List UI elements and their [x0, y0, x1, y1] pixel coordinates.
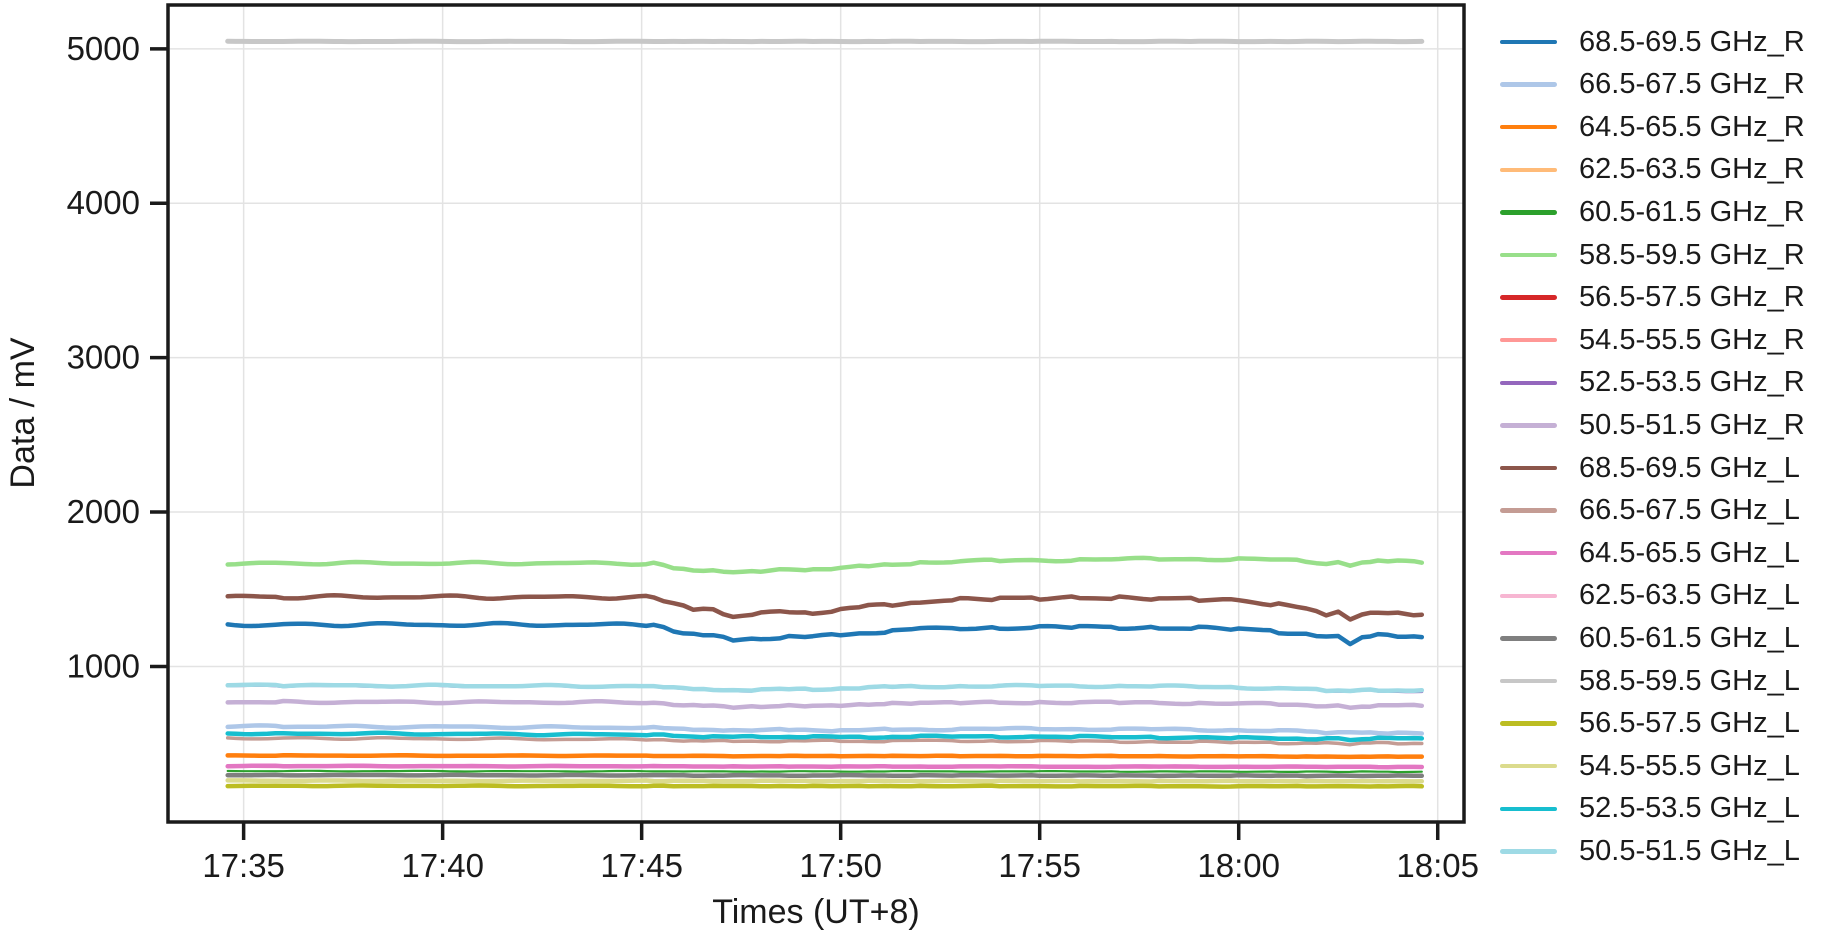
legend-line-swatch	[1500, 423, 1557, 428]
legend-entry-56.5-57.5-GHz_R: 56.5-57.5 GHz_R	[1496, 276, 1805, 319]
legend-label: 64.5-65.5 GHz_R	[1579, 110, 1805, 143]
legend-label: 54.5-55.5 GHz_R	[1579, 323, 1805, 356]
x-tick-label: 17:35	[202, 847, 285, 884]
legend-entry-52.5-53.5-GHz_R: 52.5-53.5 GHz_R	[1496, 361, 1805, 404]
legend-entry-68.5-69.5-GHz_R: 68.5-69.5 GHz_R	[1496, 21, 1805, 64]
legend-entry-52.5-53.5-GHz_L: 52.5-53.5 GHz_L	[1496, 787, 1800, 830]
legend-entry-50.5-51.5-GHz_R: 50.5-51.5 GHz_R	[1496, 404, 1805, 447]
legend-line-swatch	[1500, 295, 1557, 300]
legend-line-swatch	[1500, 465, 1557, 471]
legend-label: 60.5-61.5 GHz_R	[1579, 195, 1805, 228]
series-line-68.5-69.5-GHz_L	[225, 593, 1425, 622]
legend-line-swatch	[1500, 849, 1557, 854]
series-line-58.5-59.5-GHz_R	[225, 555, 1425, 575]
legend-label: 66.5-67.5 GHz_L	[1579, 494, 1800, 527]
legend-line-swatch	[1500, 380, 1557, 386]
legend-line-swatch	[1500, 167, 1557, 173]
legend-label: 52.5-53.5 GHz_L	[1579, 792, 1800, 825]
x-tick-label: 17:45	[600, 847, 683, 884]
legend-label: 68.5-69.5 GHz_R	[1579, 25, 1805, 58]
legend-label: 66.5-67.5 GHz_R	[1579, 68, 1805, 101]
legend-label: 58.5-59.5 GHz_R	[1579, 238, 1805, 271]
legend-label: 58.5-59.5 GHz_L	[1579, 664, 1800, 697]
x-tick-label: 18:05	[1396, 847, 1479, 884]
x-tick-label: 18:00	[1197, 847, 1280, 884]
series-line-54.5-55.5-GHz_L	[225, 778, 1425, 784]
x-tick-label: 17:50	[799, 847, 882, 884]
legend-entry-58.5-59.5-GHz_R: 58.5-59.5 GHz_R	[1496, 234, 1805, 277]
y-tick-label: 2000	[67, 493, 140, 530]
series-line-56.5-57.5-GHz_L	[225, 783, 1425, 789]
legend-entry-66.5-67.5-GHz_L: 66.5-67.5 GHz_L	[1496, 489, 1800, 532]
legend-entry-64.5-65.5-GHz_L: 64.5-65.5 GHz_L	[1496, 532, 1800, 575]
legend-entry-60.5-61.5-GHz_L: 60.5-61.5 GHz_L	[1496, 617, 1800, 660]
legend-label: 60.5-61.5 GHz_L	[1579, 621, 1800, 654]
legend-entry-54.5-55.5-GHz_L: 54.5-55.5 GHz_L	[1496, 745, 1800, 788]
series-layer	[225, 38, 1425, 789]
legend-entry-56.5-57.5-GHz_L: 56.5-57.5 GHz_L	[1496, 702, 1800, 745]
legend-line-swatch	[1500, 636, 1557, 641]
grid-layer	[168, 5, 1464, 822]
legend-label: 68.5-69.5 GHz_L	[1579, 451, 1800, 484]
series-line-50.5-51.5-GHz_R	[225, 698, 1425, 710]
legend-label: 56.5-57.5 GHz_L	[1579, 707, 1800, 740]
y-tick-label: 4000	[67, 184, 140, 221]
legend-entry-54.5-55.5-GHz_R: 54.5-55.5 GHz_R	[1496, 319, 1805, 362]
series-line-60.5-61.5-GHz_L	[225, 772, 1425, 779]
legend-line-swatch	[1500, 721, 1557, 726]
legend-line-swatch	[1500, 508, 1557, 513]
legend-line-swatch	[1500, 210, 1557, 215]
series-line-68.5-69.5-GHz_R	[225, 620, 1425, 647]
legend-line-swatch	[1500, 678, 1557, 684]
series-line-66.5-67.5-GHz_L	[225, 736, 1424, 747]
series-line-64.5-65.5-GHz_L	[225, 763, 1425, 770]
axes-layer	[150, 3, 1466, 840]
series-line-52.5-53.5-GHz_L	[225, 730, 1425, 743]
legend-line-swatch	[1500, 39, 1557, 45]
legend-entry-62.5-63.5-GHz_L: 62.5-63.5 GHz_L	[1496, 574, 1800, 617]
legend-label: 64.5-65.5 GHz_L	[1579, 536, 1800, 569]
legend-entry-66.5-67.5-GHz_R: 66.5-67.5 GHz_R	[1496, 63, 1805, 106]
series-line-60.5-61.5-GHz_R	[226, 769, 1423, 774]
series-line-50.5-51.5-GHz_L	[225, 682, 1425, 694]
legend-label: 50.5-51.5 GHz_R	[1579, 408, 1805, 441]
legend-entry-68.5-69.5-GHz_L: 68.5-69.5 GHz_L	[1496, 447, 1800, 490]
legend-line-swatch	[1500, 593, 1557, 599]
legend-line-swatch	[1500, 252, 1557, 258]
x-tick-label: 17:55	[998, 847, 1081, 884]
legend-entry-62.5-63.5-GHz_R: 62.5-63.5 GHz_R	[1496, 148, 1805, 191]
legend-label: 62.5-63.5 GHz_L	[1579, 579, 1800, 612]
series-line-64.5-65.5-GHz_R	[225, 753, 1425, 760]
legend-line-swatch	[1500, 337, 1557, 343]
x-axis-label: Times (UT+8)	[712, 893, 919, 931]
legend-label: 54.5-55.5 GHz_L	[1579, 749, 1800, 782]
y-axis-label: Data / mV	[4, 337, 42, 488]
legend-line-swatch	[1500, 763, 1557, 769]
legend-label: 62.5-63.5 GHz_R	[1579, 153, 1805, 186]
legend-entry-50.5-51.5-GHz_L: 50.5-51.5 GHz_L	[1496, 830, 1800, 873]
legend-entry-60.5-61.5-GHz_R: 60.5-61.5 GHz_R	[1496, 191, 1805, 234]
x-tick-label: 17:40	[401, 847, 484, 884]
series-line-66.5-67.5-GHz_R	[225, 723, 1425, 736]
y-tick-label: 5000	[67, 30, 140, 67]
legend-line-swatch	[1500, 124, 1557, 130]
legend-label: 56.5-57.5 GHz_R	[1579, 281, 1805, 314]
legend-line-swatch	[1500, 550, 1557, 556]
legend-line-swatch	[1500, 806, 1557, 812]
legend-line-swatch	[1500, 82, 1557, 87]
plot-border	[166, 3, 1466, 824]
legend-label: 52.5-53.5 GHz_R	[1579, 366, 1805, 399]
y-tick-label: 1000	[67, 647, 140, 684]
legend-label: 50.5-51.5 GHz_L	[1579, 834, 1800, 867]
legend-entry-64.5-65.5-GHz_R: 64.5-65.5 GHz_R	[1496, 106, 1805, 149]
y-tick-label: 3000	[67, 339, 140, 376]
tick-label-layer: 1000 2000 3000 4000 5000 17:35 17:40 17:45 17:50…	[67, 30, 1479, 884]
legend-entry-58.5-59.5-GHz_L: 58.5-59.5 GHz_L	[1496, 660, 1800, 703]
